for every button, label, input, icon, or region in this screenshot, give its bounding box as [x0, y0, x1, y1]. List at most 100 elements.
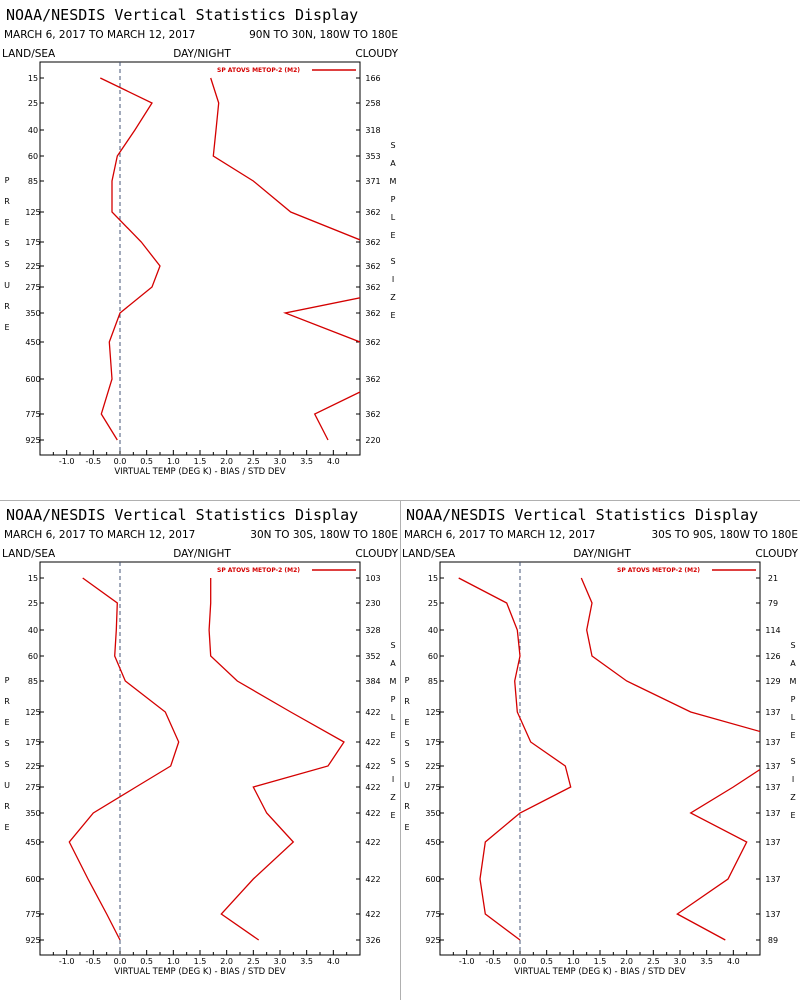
sample-size-label: 137 — [765, 708, 780, 717]
region-text: 30S TO 90S, 180W TO 180E — [651, 529, 798, 541]
header-land-sea: LAND/SEA — [402, 548, 456, 560]
y2-axis-label-letter: A — [390, 659, 396, 668]
header-land-sea: LAND/SEA — [2, 48, 56, 60]
x-tick-label: 4.0 — [327, 957, 340, 966]
bias-line — [458, 577, 572, 941]
plot-frame — [39, 61, 361, 456]
bias-line — [100, 77, 161, 441]
sample-size-label: 137 — [765, 809, 780, 818]
chart-title: NOAA/NESDIS Vertical Statistics Display — [6, 6, 358, 24]
pressure-level-label: 600 — [25, 875, 40, 884]
x-tick-label: 0.0 — [514, 957, 527, 966]
std-dev-line — [580, 577, 760, 941]
y-axis-label-letter: R — [404, 802, 410, 811]
sample-size-label: 326 — [365, 936, 380, 945]
pressure-level-label: 15 — [28, 74, 38, 83]
y2-axis-label-letter: I — [792, 775, 794, 784]
sample-size-label: 137 — [765, 838, 780, 847]
pressure-level-label: 275 — [425, 783, 440, 792]
std-dev-line — [210, 77, 360, 441]
y-axis-label-letter: S — [4, 760, 9, 769]
legend-label: SP ATOVS METOP-2 (M2) — [217, 67, 300, 74]
header-land-sea: LAND/SEA — [2, 548, 56, 560]
x-tick-label: 3.0 — [274, 957, 287, 966]
y2-axis-label-letter: Z — [390, 293, 396, 302]
y2-axis-label-letter: E — [390, 231, 395, 240]
sample-size-label: 137 — [765, 875, 780, 884]
x-tick-label: 0.0 — [114, 957, 127, 966]
pressure-level-label: 350 — [25, 809, 40, 818]
pressure-level-label: 15 — [428, 574, 438, 583]
pressure-level-label: 125 — [25, 708, 40, 717]
x-axis-label: VIRTUAL TEMP (DEG K) - BIAS / STD DEV — [114, 467, 285, 477]
header-cloudy: CLOUDY — [755, 548, 798, 560]
pressure-level-label: 775 — [25, 410, 40, 419]
pressure-level-label: 85 — [28, 177, 38, 186]
y2-axis-label-letter: E — [390, 311, 395, 320]
sample-size-label: 362 — [365, 208, 380, 217]
plot-frame — [39, 561, 361, 956]
x-tick-label: -0.5 — [86, 957, 102, 966]
y2-axis-label-letter: S — [390, 141, 395, 150]
x-tick-label: -0.5 — [86, 457, 102, 466]
y-axis-label-letter: S — [4, 239, 9, 248]
sample-size-label: 384 — [365, 677, 380, 686]
pressure-level-label: 85 — [28, 677, 38, 686]
sample-size-label: 103 — [365, 574, 380, 583]
vertical-divider — [400, 500, 401, 1000]
x-tick-label: 4.0 — [327, 457, 340, 466]
x-tick-label: -0.5 — [486, 957, 502, 966]
sample-size-label: 220 — [365, 436, 380, 445]
pressure-level-label: 15 — [28, 574, 38, 583]
pressure-level-label: 125 — [25, 208, 40, 217]
sample-size-label: 362 — [365, 238, 380, 247]
y2-axis-label-letter: P — [791, 695, 796, 704]
sample-size-label: 137 — [765, 762, 780, 771]
sample-size-label: 126 — [765, 652, 780, 661]
chart-panel-south: NOAA/NESDIS Vertical Statistics Display M… — [400, 500, 800, 1000]
pressure-level-label: 450 — [25, 338, 40, 347]
y-axis-label-letter: E — [4, 323, 9, 332]
y2-axis-label-letter: A — [390, 159, 396, 168]
sample-size-label: 422 — [365, 910, 380, 919]
y-axis-label-letter: S — [4, 260, 9, 269]
pressure-level-label: 40 — [28, 626, 38, 635]
x-tick-label: 1.5 — [594, 957, 607, 966]
y-axis-label-letter: P — [405, 676, 410, 685]
y2-axis-label-letter: L — [391, 713, 396, 722]
y-axis-label-letter: S — [404, 760, 409, 769]
chart-svg-tropics: NOAA/NESDIS Vertical Statistics Display M… — [2, 506, 399, 977]
y2-axis-label-letter: S — [790, 641, 795, 650]
sample-size-label: 114 — [765, 626, 780, 635]
sample-size-label: 422 — [365, 875, 380, 884]
y-axis-label-letter: R — [4, 802, 10, 811]
y-axis-label-letter: U — [4, 781, 10, 790]
y2-axis-label-letter: I — [392, 275, 394, 284]
sample-size-label: 353 — [365, 152, 380, 161]
pressure-level-label: 350 — [425, 809, 440, 818]
legend-label: SP ATOVS METOP-2 (M2) — [617, 567, 700, 574]
y2-axis-label-letter: S — [790, 757, 795, 766]
pressure-level-label: 60 — [428, 652, 438, 661]
x-tick-label: -1.0 — [59, 457, 75, 466]
x-tick-label: 4.0 — [727, 957, 740, 966]
pressure-level-label: 175 — [425, 738, 440, 747]
pressure-level-label: 350 — [25, 309, 40, 318]
y-axis-label-letter: P — [5, 676, 10, 685]
header-cloudy: CLOUDY — [355, 48, 398, 60]
sample-size-label: 362 — [365, 262, 380, 271]
pressure-level-label: 600 — [425, 875, 440, 884]
sample-size-label: 362 — [365, 309, 380, 318]
sample-size-label: 166 — [365, 74, 380, 83]
pressure-level-label: 40 — [28, 126, 38, 135]
y-axis-label-letter: U — [4, 281, 10, 290]
sample-size-label: 371 — [365, 177, 380, 186]
y2-axis-label-letter: I — [392, 775, 394, 784]
sample-size-label: 79 — [768, 599, 778, 608]
x-tick-label: 3.0 — [674, 957, 687, 966]
y-axis-label-letter: E — [4, 718, 9, 727]
chart-panel-north: NOAA/NESDIS Vertical Statistics Display M… — [0, 0, 400, 500]
y-axis-label-letter: R — [4, 197, 10, 206]
x-tick-label: 2.5 — [247, 957, 260, 966]
y-axis-label-letter: P — [5, 176, 10, 185]
